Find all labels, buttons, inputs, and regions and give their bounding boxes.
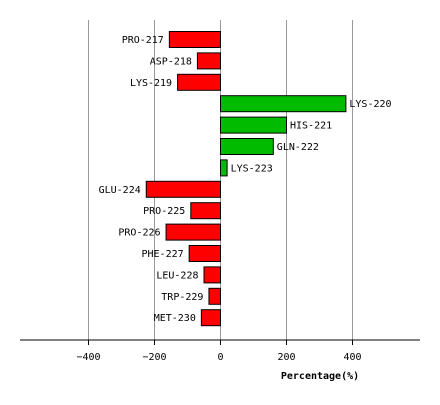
category-label: PRO-225 bbox=[143, 206, 185, 217]
bar-phe-227 bbox=[188, 245, 221, 262]
bar-layer bbox=[145, 31, 347, 327]
grid-layer bbox=[88, 20, 353, 340]
bar-met-230 bbox=[200, 309, 221, 327]
category-label: HIS-221 bbox=[290, 121, 332, 132]
x-tick-label: 0 bbox=[217, 352, 223, 363]
x-tick-label: 200 bbox=[277, 352, 295, 363]
category-label: PHE-227 bbox=[141, 249, 183, 260]
bar-gln-222 bbox=[220, 138, 274, 155]
category-label: GLU-224 bbox=[99, 185, 141, 196]
x-tick-layer: −400 −200 0 200 400 bbox=[76, 340, 362, 363]
x-tick-label: −200 bbox=[142, 352, 166, 363]
category-label: GLN-222 bbox=[277, 142, 319, 153]
bar-glu-224 bbox=[145, 180, 221, 198]
bar-lys-220 bbox=[220, 95, 347, 113]
category-label: PRO-217 bbox=[122, 35, 164, 46]
bar-leu-228 bbox=[203, 266, 221, 284]
bar-lys-219 bbox=[177, 73, 222, 91]
bar-pro-217 bbox=[168, 31, 222, 48]
bar-trp-229 bbox=[208, 287, 221, 305]
category-label: LYS-219 bbox=[130, 78, 172, 89]
category-label: LYS-223 bbox=[231, 163, 273, 174]
category-label-layer: PRO-217 ASP-218 LYS-219 LYS-220 HIS-221 GLN-2… bbox=[99, 35, 392, 324]
category-label: LYS-220 bbox=[349, 99, 391, 110]
x-tick-label: −400 bbox=[76, 352, 100, 363]
bar-lys-223 bbox=[220, 159, 228, 177]
bar-asp-218 bbox=[196, 52, 221, 70]
category-label: ASP-218 bbox=[150, 56, 192, 67]
bar-pro-226 bbox=[165, 223, 222, 241]
x-tick-label: 400 bbox=[343, 352, 361, 363]
x-axis-title: Percentage(%) bbox=[281, 371, 359, 382]
bar-pro-225 bbox=[190, 202, 222, 220]
category-label: MET-230 bbox=[154, 313, 196, 324]
category-label: LEU-228 bbox=[156, 270, 198, 281]
category-label: PRO-226 bbox=[118, 228, 160, 239]
category-label: TRP-229 bbox=[161, 292, 203, 303]
bar-his-221 bbox=[220, 116, 287, 134]
